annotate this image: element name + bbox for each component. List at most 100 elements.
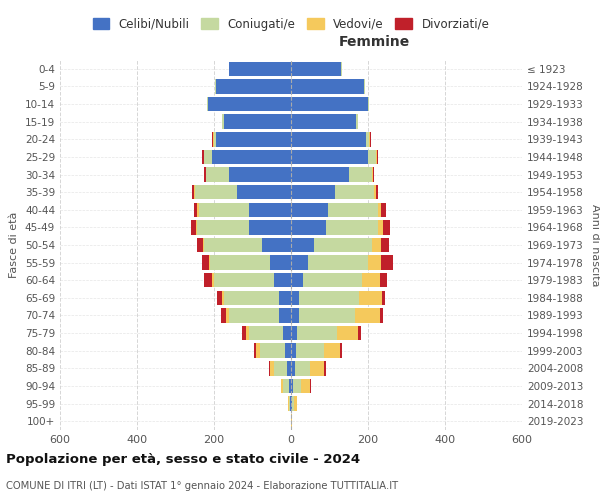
Bar: [289, 378, 291, 393]
Bar: [229, 308, 280, 322]
Bar: [260, 344, 285, 358]
Bar: [328, 202, 377, 217]
Bar: [372, 238, 382, 252]
Bar: [302, 273, 362, 287]
Bar: [291, 62, 341, 76]
Bar: [380, 308, 383, 322]
Bar: [368, 97, 369, 112]
Bar: [281, 378, 283, 393]
Bar: [248, 202, 291, 217]
Bar: [366, 132, 369, 146]
Bar: [291, 185, 335, 200]
Bar: [368, 150, 376, 164]
Bar: [217, 290, 222, 305]
Bar: [292, 396, 293, 411]
Bar: [205, 168, 206, 181]
Bar: [195, 185, 237, 200]
Bar: [382, 238, 389, 252]
Bar: [291, 168, 349, 181]
Bar: [191, 220, 196, 234]
Bar: [341, 62, 342, 76]
Bar: [248, 326, 283, 340]
Bar: [377, 220, 383, 234]
Bar: [237, 185, 291, 200]
Bar: [355, 308, 380, 322]
Bar: [212, 150, 291, 164]
Bar: [212, 273, 214, 287]
Bar: [205, 150, 212, 164]
Bar: [215, 79, 216, 94]
Text: Popolazione per età, sesso e stato civile - 2024: Popolazione per età, sesso e stato civil…: [6, 452, 360, 466]
Y-axis label: Anni di nascita: Anni di nascita: [590, 204, 600, 286]
Y-axis label: Fasce di età: Fasce di età: [10, 212, 19, 278]
Bar: [205, 273, 212, 287]
Bar: [192, 185, 194, 200]
Bar: [291, 361, 295, 376]
Bar: [324, 361, 326, 376]
Bar: [274, 273, 291, 287]
Bar: [256, 344, 260, 358]
Bar: [291, 97, 368, 112]
Bar: [221, 308, 226, 322]
Bar: [382, 202, 386, 217]
Bar: [283, 378, 289, 393]
Bar: [197, 238, 203, 252]
Bar: [310, 378, 311, 393]
Bar: [283, 326, 291, 340]
Bar: [290, 396, 291, 411]
Bar: [383, 220, 391, 234]
Bar: [194, 185, 195, 200]
Bar: [370, 132, 371, 146]
Bar: [229, 62, 291, 76]
Bar: [337, 326, 358, 340]
Bar: [295, 361, 310, 376]
Bar: [368, 256, 382, 270]
Legend: Celibi/Nubili, Coniugati/e, Vedovi/e, Divorziati/e: Celibi/Nubili, Coniugati/e, Vedovi/e, Di…: [89, 14, 493, 34]
Bar: [194, 202, 197, 217]
Bar: [291, 202, 328, 217]
Bar: [248, 220, 291, 234]
Bar: [289, 396, 290, 411]
Bar: [364, 79, 365, 94]
Bar: [291, 256, 308, 270]
Bar: [285, 344, 291, 358]
Bar: [335, 185, 374, 200]
Bar: [223, 114, 224, 129]
Bar: [340, 344, 342, 358]
Bar: [196, 220, 197, 234]
Bar: [291, 114, 356, 129]
Bar: [349, 168, 372, 181]
Bar: [199, 202, 248, 217]
Bar: [245, 326, 248, 340]
Bar: [203, 150, 205, 164]
Bar: [376, 150, 377, 164]
Bar: [254, 344, 256, 358]
Text: COMUNE DI ITRI (LT) - Dati ISTAT 1° gennaio 2024 - Elaborazione TUTTITALIA.IT: COMUNE DI ITRI (LT) - Dati ISTAT 1° genn…: [6, 481, 398, 491]
Bar: [369, 132, 370, 146]
Bar: [202, 150, 203, 164]
Bar: [208, 97, 291, 112]
Bar: [374, 185, 376, 200]
Bar: [380, 273, 387, 287]
Bar: [205, 238, 262, 252]
Bar: [226, 308, 229, 322]
Bar: [269, 361, 270, 376]
Bar: [297, 326, 337, 340]
Bar: [325, 344, 340, 358]
Bar: [376, 185, 377, 200]
Bar: [299, 308, 355, 322]
Bar: [291, 326, 297, 340]
Bar: [308, 256, 368, 270]
Bar: [293, 396, 297, 411]
Bar: [270, 256, 291, 270]
Bar: [362, 273, 380, 287]
Bar: [197, 202, 199, 217]
Bar: [291, 378, 293, 393]
Bar: [203, 238, 205, 252]
Bar: [213, 132, 214, 146]
Bar: [314, 238, 372, 252]
Text: Femmine: Femmine: [338, 35, 410, 49]
Bar: [291, 396, 292, 411]
Bar: [291, 308, 299, 322]
Bar: [212, 132, 213, 146]
